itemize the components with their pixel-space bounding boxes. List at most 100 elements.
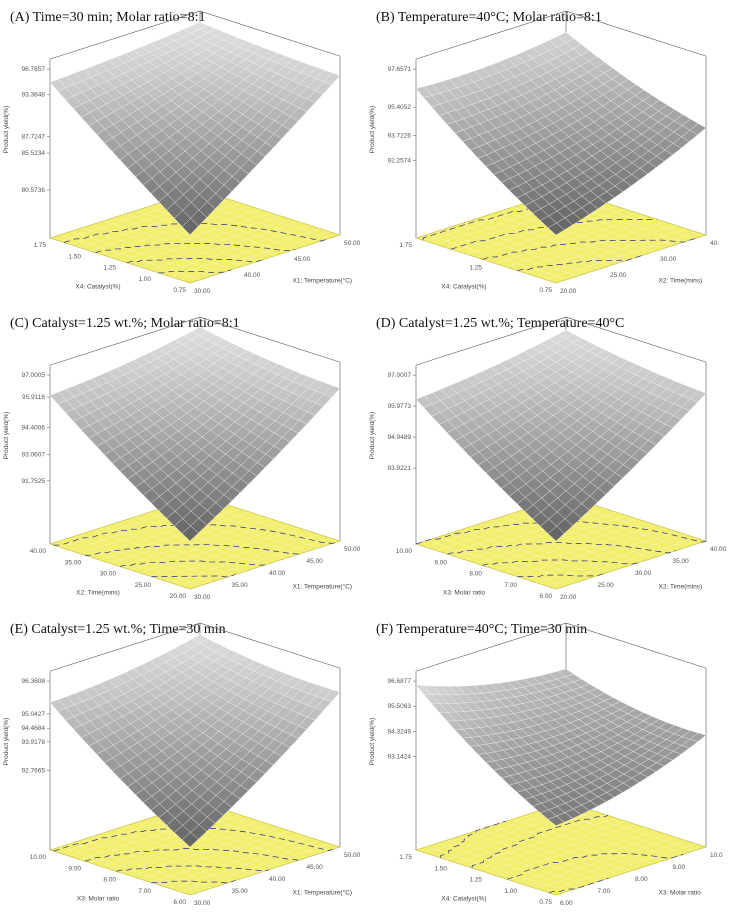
x-tick-label: 50.00 xyxy=(344,546,361,553)
z-tick-label: 93.0607 xyxy=(22,451,46,458)
panel-title: (B) Temperature=40°C; Molar ratio=8:1 xyxy=(376,10,602,25)
floor-grid-line xyxy=(475,821,627,870)
panel-c: (C) Catalyst=1.25 wt.%; Molar ratio=8:1 … xyxy=(0,306,366,612)
surface-cell xyxy=(181,218,199,236)
x-tick-label: 35.00 xyxy=(232,888,249,895)
response-surface xyxy=(49,326,341,542)
z-axis: 96.7657 93.3848 87.7247 85.5234 80.5736 Produ… xyxy=(3,66,50,194)
y-tick-label: 8.00 xyxy=(103,877,116,884)
y-tick-label: 1.50 xyxy=(68,253,81,260)
contour-line xyxy=(482,238,695,260)
floor-grid-line xyxy=(109,209,261,258)
contour-line xyxy=(151,880,236,884)
x-tick-label: 25.00 xyxy=(598,582,615,589)
x-tick-label: 10.0 xyxy=(710,852,723,859)
panel-e: (E) Catalyst=1.25 wt.%; Time=30 min 96.3… xyxy=(0,612,366,918)
x-axis-label: X3: Molar ratio xyxy=(659,890,702,897)
floor-grid-line xyxy=(99,817,251,867)
surface-cell xyxy=(547,222,565,236)
x-tick-label: 8.00 xyxy=(635,876,648,883)
x-tick-label: 20.00 xyxy=(560,288,577,295)
y-tick-label: 0.75 xyxy=(539,287,552,294)
contour-line xyxy=(151,574,236,578)
y-tick-label: 20.00 xyxy=(170,593,187,600)
x-tick-label: 35.00 xyxy=(673,558,690,565)
y-tick-label: 1.75 xyxy=(399,854,412,861)
floor-grid-line xyxy=(485,212,637,261)
z-tick-label: 94.4684 xyxy=(22,725,46,732)
floor-grid-line xyxy=(135,516,276,562)
z-axis: 97.6571 95.4052 93.7226 92.2574 Product yiel… xyxy=(369,66,416,164)
y-axis: 0.75 1.25 1.75 X4: Catalyst(%) xyxy=(399,242,552,294)
floor-grid-line xyxy=(135,210,276,256)
floor-grid-line xyxy=(501,822,642,868)
z-tick-label: 97.0007 xyxy=(388,372,412,379)
x-tick-label: 7.00 xyxy=(598,888,611,895)
z-axis: 97.0007 95.9773 94.9489 93.9221 Product yiel… xyxy=(369,372,416,472)
x-axis: 20.00 25.00 30.00 40. X2: Time(mins) xyxy=(560,240,719,295)
z-tick-label: 94.4006 xyxy=(22,424,46,431)
x-axis: 30.00 35.00 40.00 45.00 50.00 X1: Temperature… xyxy=(194,852,361,907)
x-axis-label: X1: Temperature(°C) xyxy=(293,583,353,591)
x-tick-label: 45.00 xyxy=(294,256,311,263)
surface-plot-a: 96.7657 93.3848 87.7247 85.5234 80.5736 Produ… xyxy=(3,10,361,295)
floor-grid-line xyxy=(119,824,271,873)
floor-grid-line xyxy=(146,206,287,253)
y-tick-label: 1.25 xyxy=(103,265,116,272)
panel-a: (A) Time=30 min; Molar ratio=8:1 96.7657… xyxy=(0,0,366,306)
y-axis-label: X4: Catalyst(%) xyxy=(441,284,486,291)
floor-contour-plane xyxy=(48,801,342,896)
y-axis-label: X3: Molar ratio xyxy=(77,896,120,903)
panel-f: (F) Temperature=40°C; Time=30 min 96.687… xyxy=(366,612,732,918)
response-surface xyxy=(49,22,341,236)
surface-plot-e: 96.3608 95.0427 94.4684 93.9178 92.7665 Produ… xyxy=(3,622,361,907)
x-axis-label: X2: Time(mins) xyxy=(659,278,703,285)
z-tick-label: 93.9221 xyxy=(388,465,412,472)
y-tick-label: 10.00 xyxy=(396,548,413,555)
surface-plot-f: 96.6877 95.5063 94.3249 93.1424 Product yiel… xyxy=(369,622,723,907)
surface-cell xyxy=(181,832,199,848)
z-tick-label: 96.3608 xyxy=(22,678,46,685)
x-tick-label: 35.00 xyxy=(232,582,249,589)
z-axis-label: Product yield(%) xyxy=(3,106,10,154)
contour-line xyxy=(158,269,232,274)
floor-grid-line xyxy=(465,511,617,561)
z-tick-label: 94.3249 xyxy=(388,728,412,735)
y-tick-label: 30.00 xyxy=(100,571,117,578)
x-axis-label: X1: Temperature(°C) xyxy=(293,889,353,897)
surface-cell xyxy=(181,525,199,542)
z-axis: 96.6877 95.5063 94.3249 93.1424 Product yiel… xyxy=(369,678,416,765)
y-tick-label: 9.00 xyxy=(434,559,447,566)
y-tick-label: 1.50 xyxy=(434,865,447,872)
z-tick-label: 80.5736 xyxy=(22,187,46,194)
z-tick-label: 97.6571 xyxy=(388,66,412,73)
y-axis: 6.00 7.00 8.00 9.00 10.00 X3: Molar ratio xyxy=(396,548,553,600)
y-axis-label: X4: Catalyst(%) xyxy=(441,896,486,903)
z-tick-label: 92.2574 xyxy=(388,157,412,164)
frame-edge xyxy=(415,10,707,60)
z-tick-label: 95.4052 xyxy=(388,104,412,111)
floor-grid-line xyxy=(465,817,617,867)
contour-line xyxy=(63,223,329,243)
contour-line xyxy=(116,865,269,872)
y-tick-label: 10.00 xyxy=(30,854,47,861)
floor-contour-plane xyxy=(48,495,342,590)
floor-grid-line xyxy=(119,518,271,567)
contour-line xyxy=(548,877,609,894)
y-tick-label: 1.25 xyxy=(469,265,482,272)
x-tick-label: 40.00 xyxy=(269,570,286,577)
x-tick-label: 6.00 xyxy=(560,900,573,907)
y-axis-label: X3: Molar ratio xyxy=(443,590,486,597)
x-axis: 30.00 40.00 45.00 50.00 X1: Temperature(°C) xyxy=(194,240,361,295)
x-axis: 30.00 35.00 40.00 45.00 50.00 X1: Temperature… xyxy=(194,546,361,601)
contour-line xyxy=(471,815,609,869)
y-tick-label: 0.75 xyxy=(173,287,186,294)
z-axis-label: Product yield(%) xyxy=(3,718,10,766)
x-tick-label: 50.00 xyxy=(344,240,361,247)
floor-contour-plane xyxy=(48,189,342,284)
x-tick-label: 30.00 xyxy=(660,256,677,263)
contour-line xyxy=(440,820,507,858)
x-tick-label: 40.00 xyxy=(269,876,286,883)
surface-plot-c: 97.0005 95.9116 94.4006 93.0607 91.7525 Produ… xyxy=(3,316,361,601)
contour-line xyxy=(95,242,296,253)
